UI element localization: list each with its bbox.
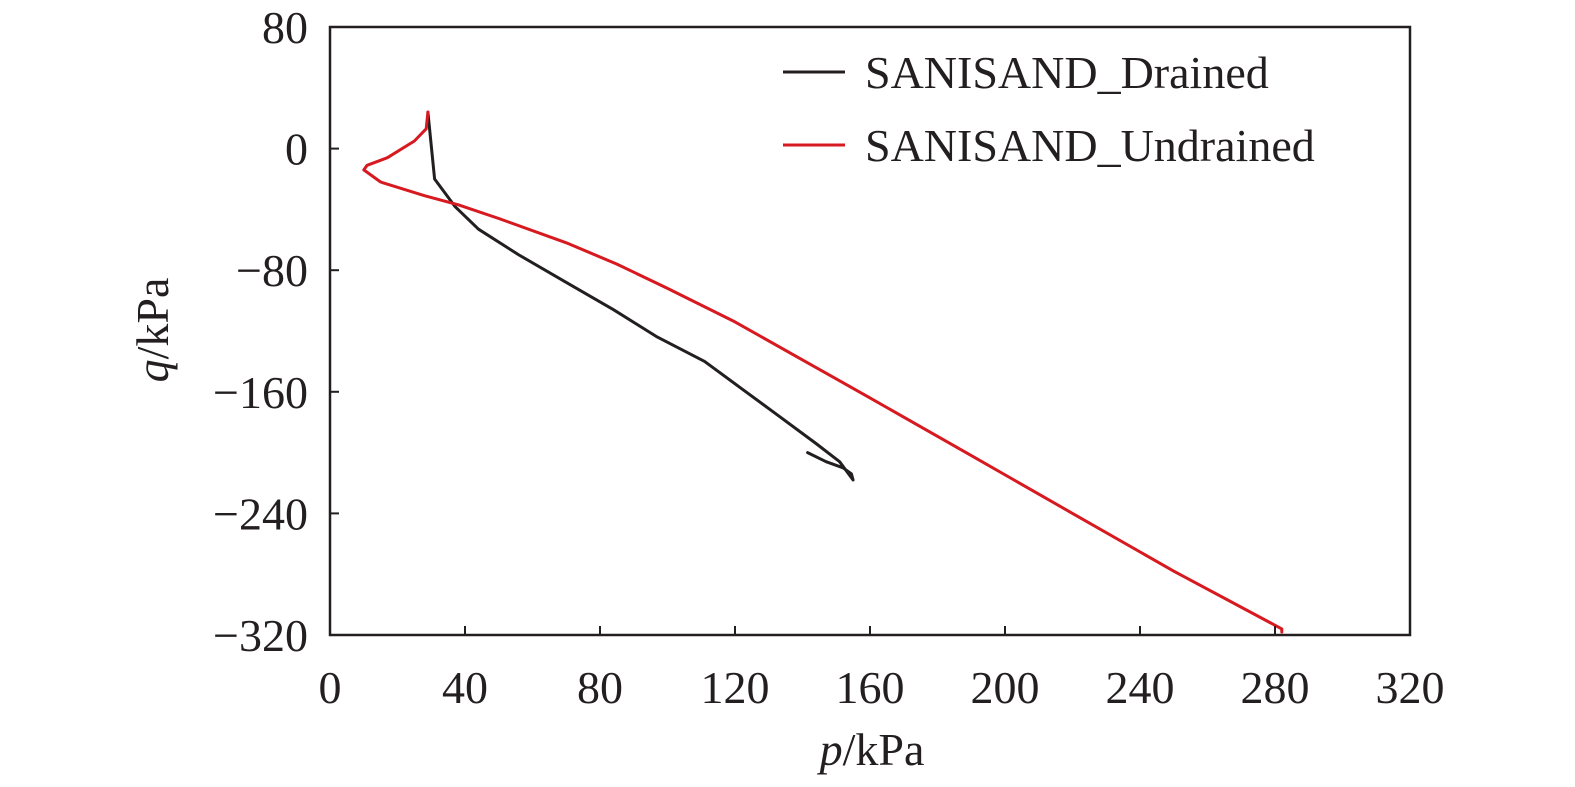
y-tick-label: −80 [236,245,308,296]
series-line-1 [426,110,855,482]
y-tick-label: −240 [213,488,308,539]
x-tick-label: 120 [701,662,770,713]
x-tick-layer: 0 40 80 120 160 200 240 280 320 [319,626,1445,713]
y-tick-label: 80 [262,2,308,53]
legend-label: SANISAND_Undrained [865,120,1315,171]
y-axis-title: q/kPa [127,278,178,383]
x-tick-label: 320 [1376,662,1445,713]
series-line-2 [362,110,1284,634]
x-axis-title-italic: p [817,724,843,775]
x-tick-label: 40 [442,662,488,713]
y-tick-label: −160 [213,367,308,418]
x-tick-label: 0 [319,662,342,713]
legend-label: SANISAND_Drained [865,47,1269,98]
x-tick-label: 280 [1241,662,1310,713]
x-tick-label: 200 [971,662,1040,713]
y-tick-label: −320 [213,610,308,661]
series-layer [362,110,1284,634]
y-tick-label: 0 [285,124,308,175]
y-axis-title-italic: q [127,359,178,382]
legend: SANISAND_Drained SANISAND_Undrained [783,47,1315,171]
x-axis-title: p/kPa [817,724,925,775]
y-axis-title-rest: /kPa [127,278,178,360]
x-tick-label: 80 [577,662,623,713]
x-tick-label: 240 [1106,662,1175,713]
x-axis-title-rest: /kPa [843,724,925,775]
y-tick-layer: 80 0 −80 −160 −240 −320 [213,2,339,661]
x-tick-label: 160 [836,662,905,713]
